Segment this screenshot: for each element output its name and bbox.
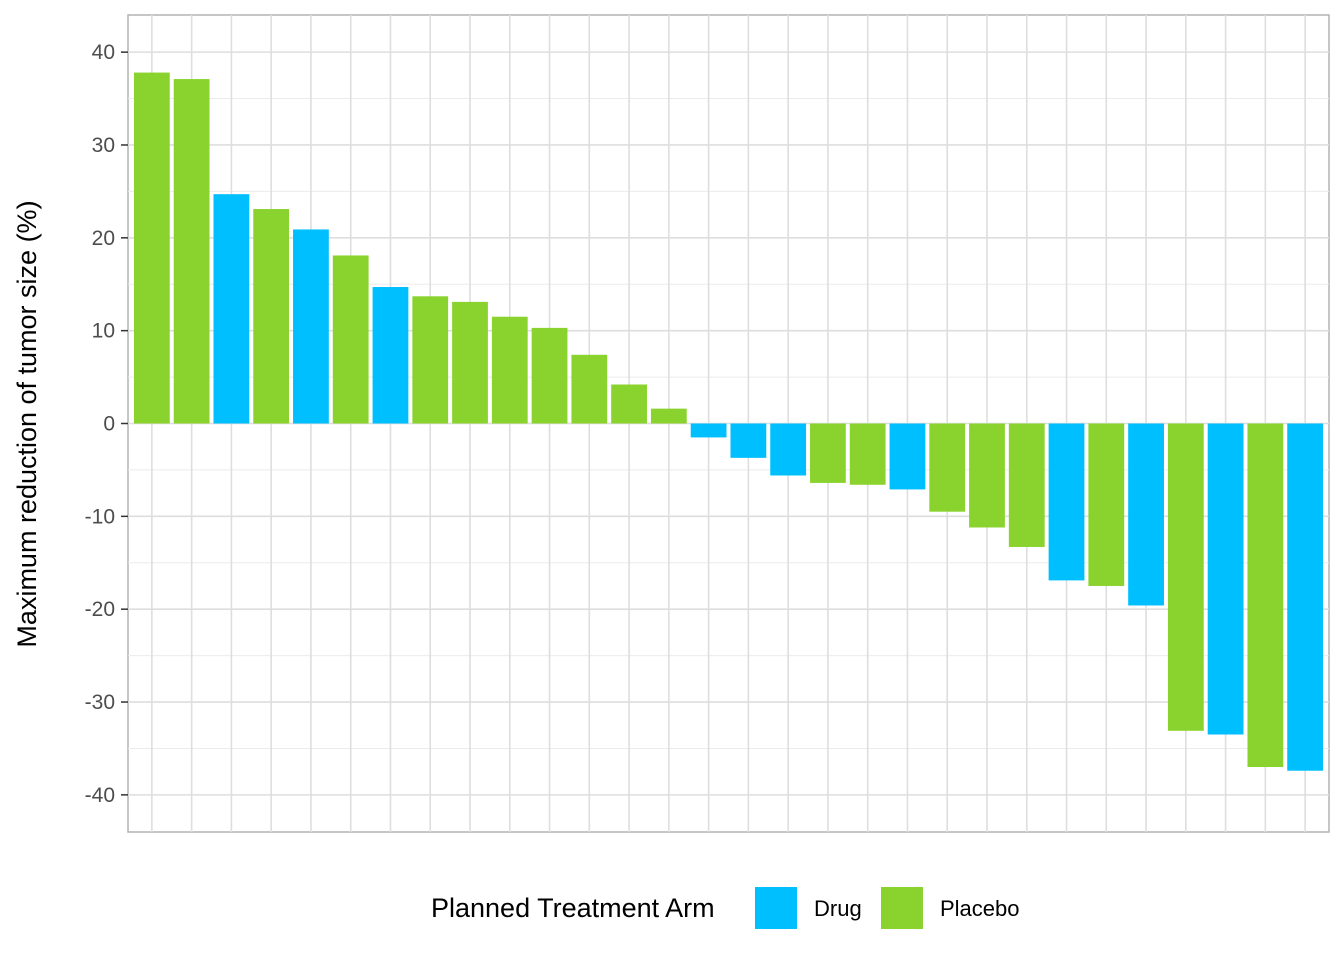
y-tick-label: 40 bbox=[92, 41, 115, 64]
legend-title: Planned Treatment Arm bbox=[431, 893, 715, 923]
y-tick-label: -10 bbox=[85, 505, 115, 528]
bar-drug bbox=[372, 287, 409, 424]
bar-placebo bbox=[173, 79, 210, 424]
bar-placebo bbox=[1167, 423, 1204, 731]
legend-key-drug bbox=[755, 887, 797, 929]
bar-placebo bbox=[611, 384, 647, 424]
y-tick-label: 30 bbox=[92, 134, 115, 157]
bar-placebo bbox=[412, 296, 449, 424]
bar-drug bbox=[213, 194, 250, 424]
y-tick-label: 0 bbox=[103, 413, 115, 436]
bar-placebo bbox=[1008, 423, 1045, 547]
bar-drug bbox=[770, 423, 807, 476]
legend-key-placebo bbox=[881, 887, 923, 929]
legend-label-placebo: Placebo bbox=[940, 896, 1020, 921]
y-tick-label: -30 bbox=[85, 691, 115, 714]
bar-placebo bbox=[133, 72, 170, 424]
bar-placebo bbox=[531, 327, 568, 424]
bar-drug bbox=[1207, 423, 1244, 735]
legend: Planned Treatment Arm Drug Placebo bbox=[431, 887, 1020, 929]
bar-placebo bbox=[1088, 423, 1125, 586]
bar-placebo bbox=[332, 255, 369, 424]
bar-drug bbox=[1048, 423, 1085, 581]
bar-placebo bbox=[571, 354, 608, 424]
bars bbox=[133, 72, 1324, 771]
bar-drug bbox=[889, 423, 926, 490]
bar-placebo bbox=[491, 316, 528, 424]
y-axis-title: Maximum reduction of tumor size (%) bbox=[12, 200, 42, 647]
y-axis-ticks: 40 30 20 10 0 -10 -20 -30 -40 bbox=[85, 41, 128, 807]
legend-label-drug: Drug bbox=[814, 896, 862, 921]
bar-placebo bbox=[1247, 423, 1284, 768]
bar-drug bbox=[1287, 423, 1324, 771]
bar-placebo bbox=[650, 408, 687, 424]
bar-placebo bbox=[849, 423, 886, 485]
bar-drug bbox=[730, 423, 767, 458]
bar-placebo bbox=[969, 423, 1005, 528]
y-tick-label: 20 bbox=[92, 227, 115, 250]
bar-drug bbox=[690, 423, 727, 438]
bar-placebo bbox=[452, 301, 488, 424]
y-tick-label: -20 bbox=[85, 598, 115, 621]
y-tick-label: -40 bbox=[85, 784, 115, 807]
y-tick-label: 10 bbox=[92, 320, 115, 343]
bar-placebo bbox=[929, 423, 966, 512]
bar-drug bbox=[293, 229, 329, 424]
bar-drug bbox=[1128, 423, 1164, 606]
bar-placebo bbox=[253, 209, 290, 424]
bar-placebo bbox=[810, 423, 846, 483]
